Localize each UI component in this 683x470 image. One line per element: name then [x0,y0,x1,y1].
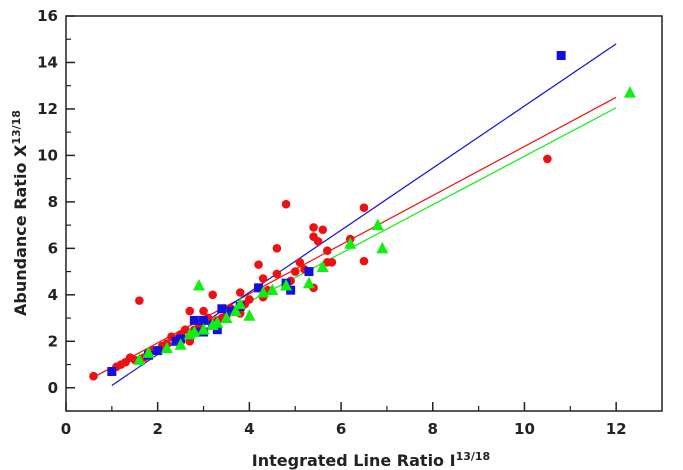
square-marker [153,346,163,356]
triangle-marker [376,241,389,254]
triangle-marker [371,218,384,231]
circle-marker [295,257,305,267]
y-tick-label: 0 [48,379,58,397]
circle-marker [323,246,332,255]
circle-marker [290,267,300,276]
square-marker [189,315,199,325]
circle-marker [254,260,263,269]
x-tick-label: 4 [244,420,254,438]
circle-marker [185,306,195,316]
circle-marker [89,371,98,381]
triangle-marker [133,353,146,365]
triangle-marker [623,86,636,98]
x-tick-label: 12 [606,420,627,438]
circle-marker [208,290,218,300]
x-tick-label: 8 [428,420,438,438]
circle-marker [359,256,369,266]
circle-marker [245,295,254,304]
circle-marker [281,199,291,209]
square-marker [107,367,117,376]
circle-marker [258,274,268,283]
triangle-marker [344,237,357,249]
triangle-marker [302,276,315,289]
circle-marker [318,225,328,235]
triangle-marker [174,338,187,350]
triangle-marker [220,311,233,324]
circle-marker [180,325,190,334]
y-tick-label: 2 [48,332,58,350]
triangle-marker [243,309,256,321]
y-axis-title: Abundance Ratio X13/18 [10,110,30,316]
triangle-marker [142,346,155,358]
circle-marker [309,223,318,232]
circle-marker [272,269,282,279]
square-marker [254,283,264,293]
y-tick-label: 14 [37,53,58,71]
triangle-marker [316,260,329,272]
triangle-marker [280,279,293,291]
y-tick-label: 10 [37,146,58,164]
x-tick-label: 0 [61,420,71,438]
triangle-marker [211,316,224,328]
plot-frame [65,15,663,412]
square-marker [217,304,227,314]
y-tick-label: 12 [37,100,58,118]
circle-marker [235,288,245,297]
x-axis-ticks: 0 2 4 6 8 10 12 [61,402,627,438]
square-marker [304,267,314,277]
circle-marker [543,154,552,164]
circle-marker [272,244,282,253]
triangle-marker [188,325,201,337]
circle-marker [199,306,208,316]
square-marker [171,336,181,346]
circle-marker [135,296,144,305]
square-marker [556,51,566,60]
circle-marker [359,203,369,212]
y-axis-ticks: 0 2 4 6 8 10 12 14 16 [37,7,75,412]
x-axis-title: Integrated Line Ratio I13/18 [252,450,490,470]
triangle-marker [197,323,210,335]
circle-marker [313,237,323,246]
triangle-marker [266,283,279,296]
data-markers [89,51,636,381]
y-tick-label: 6 [48,239,58,257]
triangle-marker [234,297,247,310]
triangle-marker [192,279,205,291]
y-tick-label: 8 [48,193,58,211]
x-tick-label: 6 [336,420,346,438]
triangle-marker [229,304,242,317]
triangle-marker [257,286,270,298]
square-marker [199,315,209,325]
square-marker [226,306,236,316]
y-tick-label: 4 [48,286,58,304]
x-tick-label: 10 [514,420,535,438]
y-tick-label: 16 [37,7,58,25]
x-tick-label: 2 [152,420,162,438]
circle-marker [327,257,337,267]
triangle-marker [160,341,173,354]
